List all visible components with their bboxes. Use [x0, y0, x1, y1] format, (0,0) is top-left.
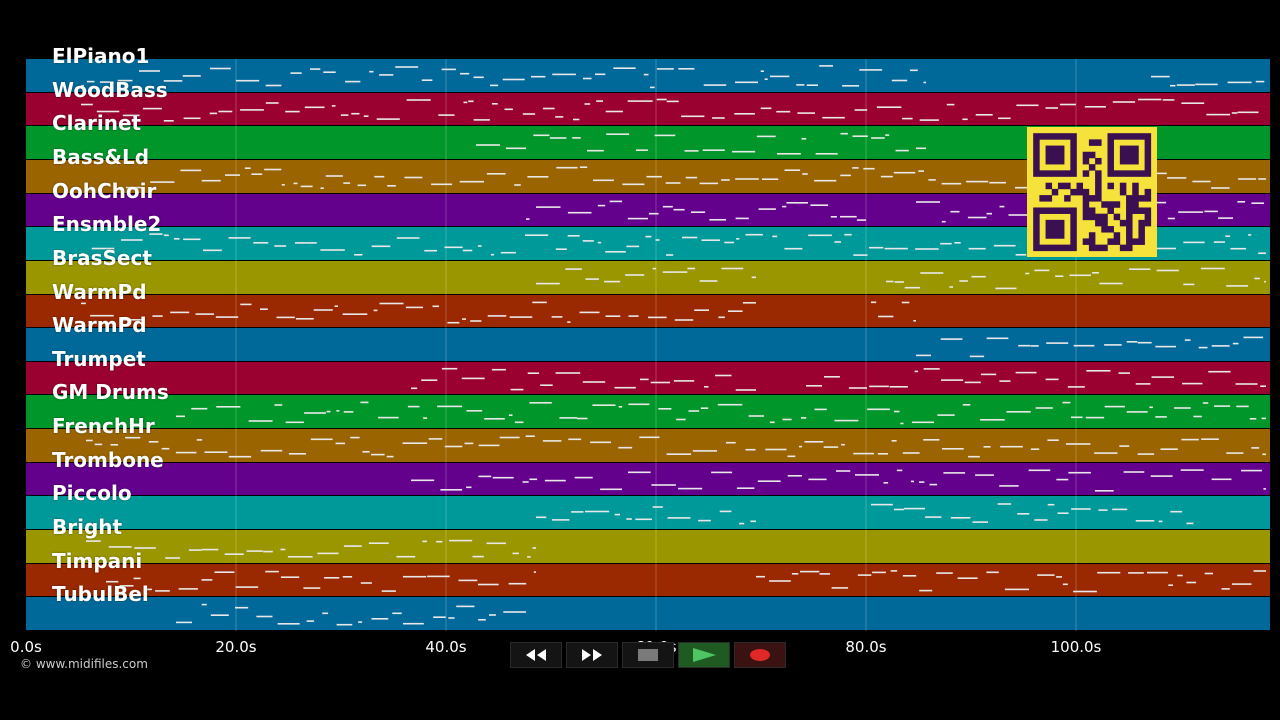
- copyright-text: © www.midifiles.com: [20, 657, 148, 671]
- track-lane[interactable]: [26, 563, 1270, 597]
- track-lane[interactable]: [26, 395, 1270, 429]
- track-label: Clarinet: [52, 111, 142, 136]
- record-icon: [750, 649, 770, 661]
- track-lane[interactable]: [26, 328, 1270, 361]
- track-label: Bright: [52, 515, 123, 540]
- track-lane[interactable]: [26, 294, 1270, 328]
- track-label: Piccolo: [52, 481, 132, 506]
- time-tick-label: 20.0s: [215, 638, 257, 656]
- track-lane[interactable]: [26, 429, 1270, 462]
- fast-forward-icon: [582, 649, 602, 661]
- track-label: WoodBass: [52, 77, 168, 102]
- track-label: TubulBel: [52, 582, 149, 607]
- track-label: GM Drums: [52, 380, 169, 405]
- track-label: Bass&Ld: [52, 144, 150, 169]
- track-lane[interactable]: [26, 92, 1270, 126]
- track-label: BrasSect: [52, 245, 152, 270]
- transport-controls: [510, 642, 786, 670]
- track-label: Ensmble2: [52, 212, 162, 237]
- track-lane[interactable]: [26, 530, 1270, 563]
- play-button[interactable]: [678, 642, 730, 668]
- track-label: WarmPd: [52, 279, 147, 304]
- qr-code-image: [1033, 133, 1152, 252]
- rewind-icon: [526, 649, 546, 661]
- track-label: ElPiano1: [52, 44, 150, 68]
- track-label: Timpani: [52, 548, 143, 573]
- track-lane[interactable]: [26, 597, 1270, 630]
- track-label: OohChoir: [52, 178, 157, 203]
- track-lane[interactable]: [26, 59, 1270, 92]
- stop-icon: [638, 649, 658, 661]
- rewind-button[interactable]: [510, 642, 562, 668]
- fast-forward-button[interactable]: [566, 642, 618, 668]
- track-label: Trumpet: [52, 346, 146, 371]
- track-lane[interactable]: [26, 462, 1270, 496]
- time-tick-label: 0.0s: [10, 638, 42, 656]
- time-tick-label: 80.0s: [845, 638, 887, 656]
- play-icon: [693, 648, 716, 662]
- track-lane[interactable]: [26, 361, 1270, 395]
- track-label: Trombone: [52, 447, 164, 472]
- qr-code: [1027, 127, 1157, 257]
- track-label: FrenchHr: [52, 414, 155, 439]
- track-lane[interactable]: [26, 496, 1270, 530]
- time-tick-label: 40.0s: [425, 638, 467, 656]
- track-label: WarmPd: [52, 313, 147, 338]
- time-tick-label: 100.0s: [1050, 638, 1102, 656]
- record-button[interactable]: [734, 642, 786, 668]
- track-lane[interactable]: [26, 260, 1270, 294]
- stop-button[interactable]: [622, 642, 674, 668]
